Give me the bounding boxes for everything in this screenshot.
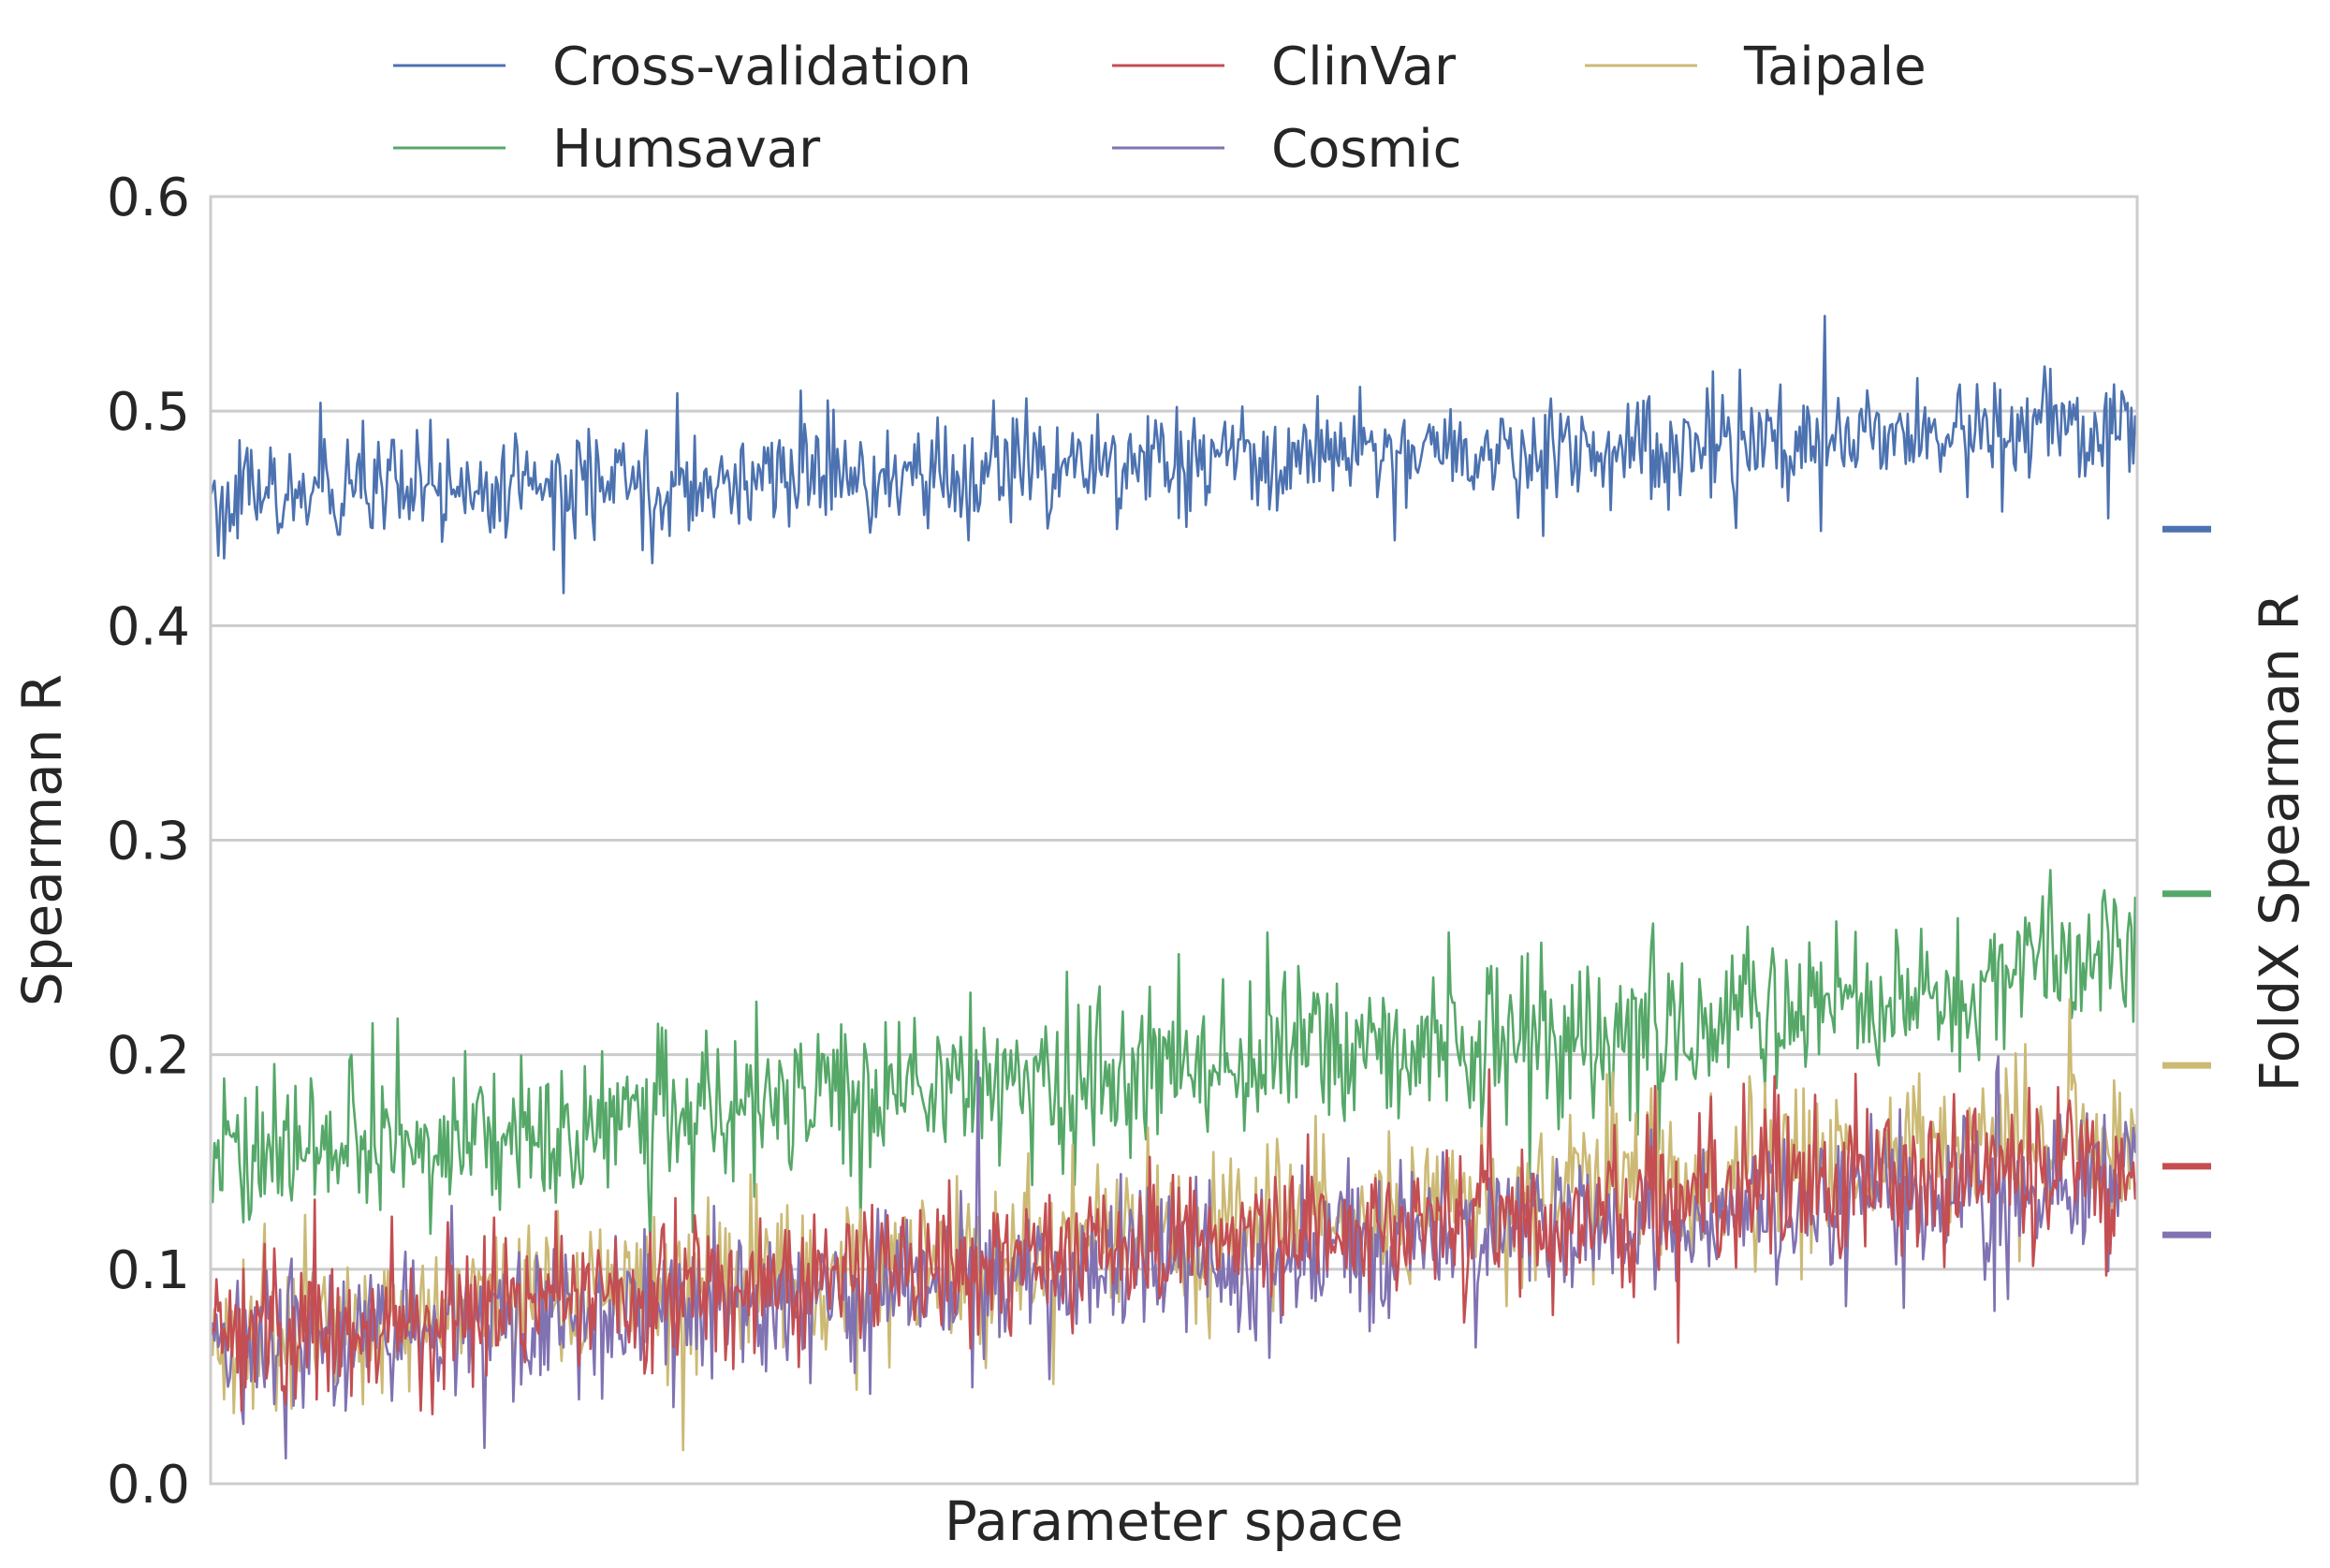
y-axis-label: Spearman R [10,674,74,1006]
y-tick-label: 0.1 [107,1240,190,1301]
legend: Cross-validation ClinVar Taipale Humsavar Co… [393,37,1927,180]
foldx-markers [2162,525,2211,1238]
y-tick-label: 0.3 [107,812,190,872]
right-axis-label: FoldX Spearman R [2248,593,2311,1092]
series-line-clinvar [209,1068,2139,1415]
y-tick-labels: 0.0 0.1 0.2 0.3 0.4 0.5 0.6 [107,168,190,1516]
y-tick-label: 0.0 [107,1455,190,1516]
legend-label-taipale: Taipale [1743,37,1927,97]
y-tick-label: 0.4 [107,596,190,657]
plot-frame [209,195,2139,1486]
x-axis-label: Parameter space [945,1489,1403,1553]
series-line-cross-validation [209,315,2139,594]
legend-label-humsavar: Humsavar [552,119,821,180]
legend-label-clinvar: ClinVar [1271,37,1457,97]
y-tick-label: 0.6 [107,168,190,228]
legend-label-cross-validation: Cross-validation [552,37,972,97]
y-tick-label: 0.2 [107,1026,190,1087]
series-line-humsavar [209,869,2139,1248]
series-layer [209,315,2139,1460]
legend-label-cosmic: Cosmic [1271,119,1461,180]
y-tick-label: 0.5 [107,382,190,443]
